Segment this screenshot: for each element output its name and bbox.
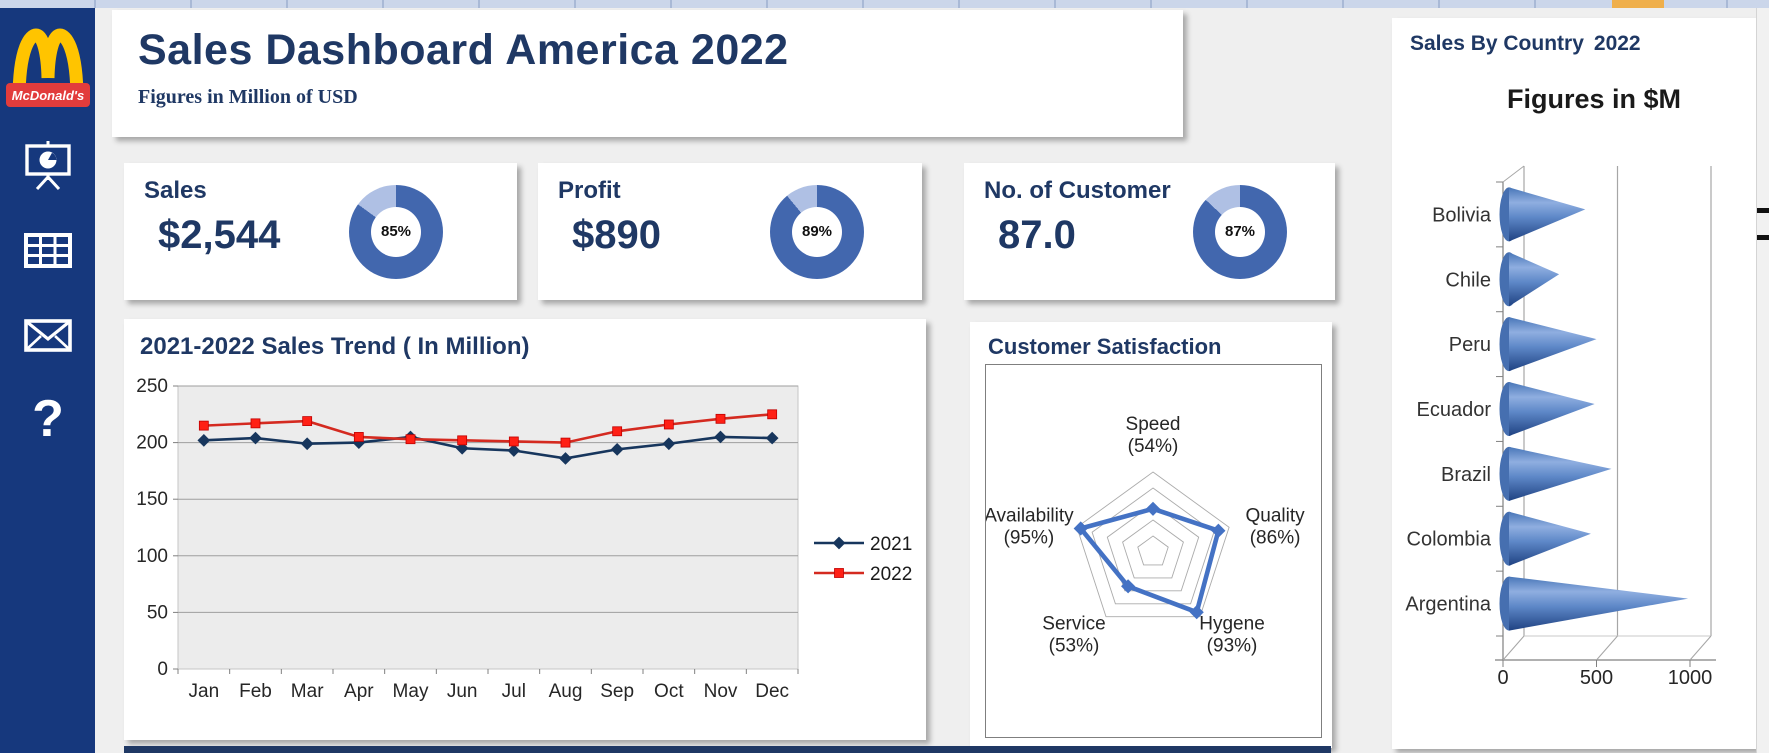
sales-by-country-title-text: Sales By Country — [1410, 32, 1584, 55]
mcdonalds-logo: McDonald's — [6, 20, 90, 118]
svg-text:Availability: Availability — [986, 505, 1074, 526]
logo-brand-text: McDonald's — [12, 88, 84, 103]
sidebar: McDonald's ? — [0, 8, 95, 753]
customer-satisfaction-radar: Speed(54%) Quality(86%) Hygene(93%) Service… — [984, 414, 1306, 657]
svg-text:Chile: Chile — [1445, 269, 1491, 291]
kpi-card-sales: Sales $2,544 85% — [124, 163, 517, 300]
scrollbar-track[interactable] — [1756, 8, 1769, 753]
svg-text:?: ? — [32, 392, 64, 444]
svg-text:Brazil: Brazil — [1441, 464, 1491, 486]
kpi-label: No. of Customer — [984, 177, 1171, 204]
kpi-value: 87.0 — [998, 213, 1076, 257]
svg-text:Colombia: Colombia — [1407, 529, 1492, 551]
svg-text:Sep: Sep — [600, 681, 634, 702]
svg-text:Service: Service — [1042, 614, 1105, 635]
kpi-label: Profit — [558, 177, 621, 204]
customers-progress-donut: 87% — [1193, 184, 1287, 279]
customer-satisfaction-title: Customer Satisfaction — [988, 334, 1222, 359]
header-card: Sales Dashboard America 2022 Figures in … — [112, 10, 1183, 137]
mail-icon — [24, 319, 72, 352]
profit-progress-donut: 89% — [770, 184, 864, 279]
svg-text:200: 200 — [136, 433, 168, 454]
sales-trend-title: 2021-2022 Sales Trend ( In Million) — [140, 333, 530, 360]
svg-text:Jul: Jul — [502, 681, 526, 702]
svg-text:Aug: Aug — [549, 681, 583, 702]
page-title: Sales Dashboard America 2022 — [138, 26, 789, 74]
sidebar-item-dashboard[interactable] — [22, 139, 74, 191]
golden-arches-icon: McDonald's — [6, 28, 90, 107]
svg-text:Feb: Feb — [239, 681, 272, 702]
svg-text:Ecuador: Ecuador — [1417, 399, 1492, 421]
sheet-top-edge — [0, 0, 1769, 8]
scrollbar-marker — [1757, 235, 1769, 240]
svg-text:500: 500 — [1580, 667, 1613, 689]
svg-text:May: May — [393, 681, 429, 702]
svg-text:2021: 2021 — [870, 534, 912, 555]
sidebar-item-help[interactable]: ? — [22, 390, 74, 448]
svg-text:Quality: Quality — [1246, 505, 1306, 526]
svg-text:(95%): (95%) — [1004, 527, 1055, 548]
sales-by-country-card: Sales By Country 2022 Figures in $M Boliv… — [1392, 18, 1756, 749]
svg-text:250: 250 — [136, 376, 168, 397]
svg-text:50: 50 — [147, 602, 168, 623]
donut-percent: 89% — [801, 223, 833, 240]
page-subtitle: Figures in Million of USD — [138, 86, 358, 108]
svg-text:2022: 2022 — [870, 564, 912, 585]
svg-text:Peru: Peru — [1449, 334, 1491, 356]
svg-text:Speed: Speed — [1126, 414, 1181, 435]
svg-text:0: 0 — [1497, 667, 1508, 689]
radar-plot-frame: Speed (54%) Quality (86%) Hygene (93%) Service… — [984, 364, 1322, 738]
sheet-top-accent — [1612, 0, 1664, 8]
svg-text:(86%): (86%) — [1250, 527, 1301, 548]
svg-text:Dec: Dec — [755, 681, 789, 702]
donut-percent: 87% — [1224, 223, 1256, 240]
svg-text:150: 150 — [136, 489, 168, 510]
kpi-value: $890 — [572, 213, 661, 257]
presentation-chart-icon — [25, 141, 71, 191]
svg-text:Hygene: Hygene — [1199, 614, 1265, 635]
sidebar-item-mail[interactable] — [22, 309, 74, 361]
bottom-accent-bar — [124, 746, 1331, 753]
kpi-card-customers: No. of Customer 87.0 87% — [964, 163, 1335, 300]
svg-text:Argentina: Argentina — [1405, 594, 1491, 616]
sidebar-item-table[interactable] — [22, 224, 74, 276]
kpi-label: Sales — [144, 177, 207, 204]
question-icon: ? — [32, 390, 64, 448]
sales-progress-donut: 85% — [349, 184, 443, 279]
svg-text:100: 100 — [136, 546, 168, 567]
svg-text:Apr: Apr — [344, 681, 374, 702]
figures-in-usd-title: Figures in $M — [1506, 84, 1682, 114]
customer-satisfaction-card: Customer Satisfaction Speed (54%) Quality(… — [970, 322, 1332, 748]
svg-text:Oct: Oct — [654, 681, 684, 702]
svg-text:Bolivia: Bolivia — [1432, 204, 1492, 226]
table-icon — [24, 233, 72, 268]
scrollbar-marker — [1757, 208, 1769, 213]
sales-by-country-year: 2022 — [1593, 32, 1641, 55]
svg-text:Jan: Jan — [189, 681, 220, 702]
svg-text:Jun: Jun — [447, 681, 478, 702]
svg-text:1000: 1000 — [1668, 667, 1713, 689]
sales-by-country-title: Sales By Country 2022 — [1392, 18, 1756, 56]
svg-text:Mar: Mar — [291, 681, 324, 702]
svg-text:(53%): (53%) — [1049, 636, 1100, 657]
svg-text:(93%): (93%) — [1207, 636, 1258, 657]
svg-text:Nov: Nov — [704, 681, 738, 702]
svg-text:(54%): (54%) — [1128, 436, 1179, 457]
sales-trend-chart: 0 50 100 150 200 250 Jan Feb Mar Apr May Jun Jul Aug S… — [136, 376, 912, 702]
kpi-card-profit: Profit $890 89% — [538, 163, 922, 300]
kpi-value: $2,544 — [158, 213, 281, 257]
sales-by-country-cone-chart: Bolivia Chile Peru Ecuador Brazil Colombia Arg… — [1405, 165, 1716, 689]
svg-text:0: 0 — [157, 659, 168, 680]
donut-percent: 85% — [380, 223, 412, 240]
sales-trend-card: 2021-2022 Sales Trend ( In Million) 0 50 1… — [124, 319, 926, 740]
